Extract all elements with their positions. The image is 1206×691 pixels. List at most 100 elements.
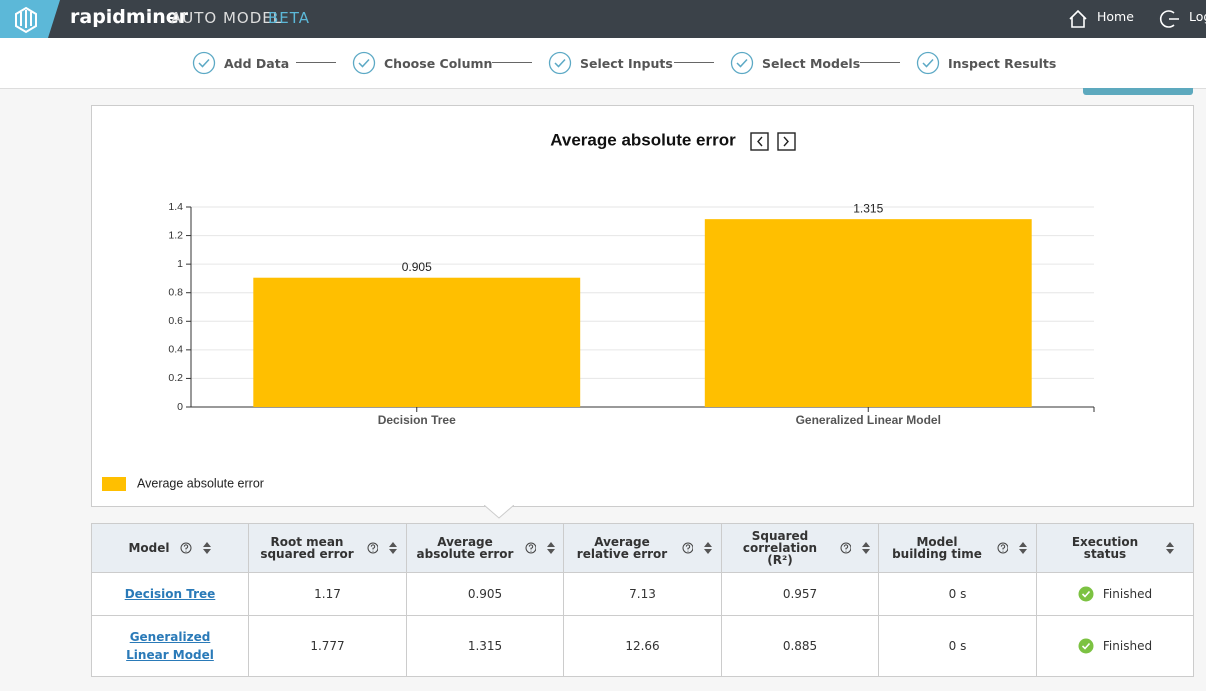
- sort-arrows: [389, 542, 397, 554]
- help-icon[interactable]: [997, 542, 1008, 554]
- check-mark: [199, 60, 209, 67]
- y-tick-label: 1.4: [168, 201, 183, 213]
- nav-logout[interactable]: Log: [1189, 9, 1206, 24]
- results-table: Model Root mean squared error Average abso…: [91, 523, 1194, 677]
- step-separator: [674, 62, 714, 63]
- column-header[interactable]: Model: [92, 524, 249, 573]
- check-mark: [555, 60, 565, 67]
- y-tick-label: 0.4: [168, 344, 183, 356]
- status-icon: [1078, 638, 1094, 654]
- header-content: Average relative error: [572, 536, 713, 560]
- model-link[interactable]: Generalized Linear Model: [110, 628, 230, 664]
- sort-icon[interactable]: [388, 541, 398, 555]
- cell-value: 12.66: [625, 639, 659, 653]
- sort-arrows: [1019, 542, 1027, 554]
- check-circle: [194, 53, 215, 74]
- table-cell: 1.17: [249, 573, 407, 616]
- header-label: Model: [128, 542, 169, 554]
- sort-icon[interactable]: [861, 541, 870, 555]
- column-header[interactable]: Average relative error: [564, 524, 722, 573]
- data-label: 0.905: [402, 260, 432, 274]
- header-label: Average absolute error: [415, 536, 515, 560]
- status-circle: [1078, 639, 1093, 654]
- sort-icon[interactable]: [1165, 541, 1175, 555]
- help-icon[interactable]: [525, 542, 536, 554]
- chart-panel: Average absolute error 00.20.40.60.811.2…: [91, 105, 1194, 507]
- sort-icon[interactable]: [1018, 541, 1028, 555]
- sort-icon[interactable]: [202, 541, 212, 555]
- header-content: Squared correlation (R²): [730, 530, 870, 566]
- column-header[interactable]: Root mean squared error: [249, 524, 407, 573]
- help-mark: [184, 545, 187, 552]
- table-cell: Generalized Linear Model: [92, 616, 249, 677]
- prev-button[interactable]: [751, 133, 768, 150]
- data-label: 1.315: [853, 201, 883, 215]
- sort-arrows: [862, 542, 870, 554]
- cell-value: 1.17: [314, 587, 341, 601]
- step[interactable]: Inspect Results: [916, 51, 1056, 75]
- check-mark: [359, 60, 369, 67]
- action-button[interactable]: [1083, 88, 1193, 95]
- help-icon[interactable]: [180, 542, 192, 554]
- product: AUTO MODEL: [171, 9, 282, 27]
- cell-value: 0.885: [783, 639, 817, 653]
- step[interactable]: Select Models: [730, 51, 860, 75]
- steps-bar: Add Data Choose Column Select Inputs Select…: [0, 38, 1206, 89]
- status-icon: [1078, 586, 1094, 602]
- step-separator: [296, 62, 336, 63]
- step-label: Select Inputs: [580, 56, 673, 71]
- check-mark: [923, 60, 933, 67]
- cell-value: 0.905: [468, 587, 502, 601]
- step-separator: [492, 62, 532, 63]
- table-row: Decision Tree1.170.9057.130.9570 sFinish…: [92, 573, 1194, 616]
- check-circle: [918, 53, 939, 74]
- check-mark: [737, 60, 747, 67]
- cell-value: 1.777: [310, 639, 344, 653]
- sort-arrows: [547, 542, 555, 554]
- sort-arrows: [203, 542, 211, 554]
- help-mark: [844, 545, 847, 552]
- help-icon[interactable]: [840, 542, 851, 554]
- step[interactable]: Choose Column: [352, 51, 492, 75]
- x-tick-label: Decision Tree: [378, 413, 456, 427]
- table-cell: Finished: [1037, 616, 1194, 677]
- header-label: Average relative error: [572, 536, 672, 560]
- column-header[interactable]: Execution status: [1037, 524, 1194, 573]
- table-cell: 0 s: [879, 573, 1037, 616]
- step[interactable]: Add Data: [192, 51, 289, 75]
- table-cell: 0 s: [879, 616, 1037, 677]
- cell-value: 0 s: [949, 587, 967, 601]
- column-header[interactable]: Squared correlation (R²): [722, 524, 879, 573]
- help-icon[interactable]: [682, 542, 693, 554]
- check-icon: [730, 51, 754, 75]
- table-row: Generalized Linear Model1.7771.31512.660…: [92, 616, 1194, 677]
- table-cell: 12.66: [564, 616, 722, 677]
- legend-swatch: [102, 477, 126, 491]
- sort-icon[interactable]: [703, 541, 713, 555]
- column-header[interactable]: Model building time: [879, 524, 1037, 573]
- chart-title: Average absolute error: [550, 130, 736, 149]
- header-label: Model building time: [887, 536, 987, 560]
- next-button[interactable]: [778, 133, 795, 150]
- badge: BETA: [268, 9, 310, 27]
- y-tick-label: 0: [177, 401, 183, 413]
- chart: Average absolute error 00.20.40.60.811.2…: [92, 106, 1193, 506]
- header-content: Model building time: [887, 536, 1028, 560]
- sort-icon[interactable]: [546, 541, 555, 555]
- step[interactable]: Select Inputs: [548, 51, 673, 75]
- step-separator: [860, 62, 900, 63]
- sort-arrows: [1166, 542, 1174, 554]
- table-cell: 0.885: [722, 616, 879, 677]
- status: Finished: [1045, 586, 1185, 602]
- column-header[interactable]: Average absolute error: [407, 524, 564, 573]
- nav-home[interactable]: Home: [1097, 9, 1134, 24]
- header-content: Average absolute error: [415, 536, 555, 560]
- table-cell: 0.905: [407, 573, 564, 616]
- check-circle: [732, 53, 753, 74]
- help-icon[interactable]: [367, 542, 378, 554]
- model-link[interactable]: Decision Tree: [125, 585, 216, 603]
- logout-icon: [1159, 8, 1181, 30]
- header-content: Execution status: [1045, 536, 1185, 560]
- y-tick-label: 0.6: [168, 315, 183, 327]
